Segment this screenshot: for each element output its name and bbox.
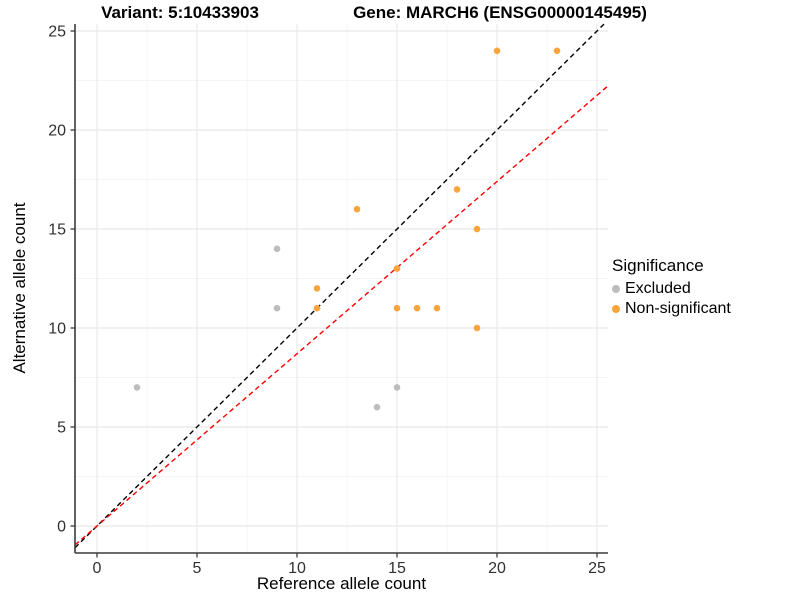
legend: Significance Excluded Non-significant <box>612 256 731 319</box>
data-point-non-significant <box>393 304 401 312</box>
data-point-non-significant <box>393 265 401 272</box>
x-tick-label: 25 <box>588 560 606 577</box>
data-point-non-significant <box>553 47 561 55</box>
legend-item-label: Excluded <box>625 280 691 297</box>
data-point-non-significant <box>473 324 481 332</box>
x-tick-label: 20 <box>488 560 506 577</box>
data-point-non-significant <box>313 285 321 292</box>
data-point-non-significant <box>473 225 481 233</box>
x-axis-label: Reference allele count <box>256 574 427 593</box>
data-point-excluded <box>273 304 281 312</box>
data-point-non-significant <box>413 304 421 312</box>
x-tick-label: 0 <box>93 560 102 577</box>
y-axis-label: Alternative allele count <box>10 202 29 374</box>
y-tick-label: 10 <box>48 321 66 338</box>
y-tick-label: 15 <box>48 222 66 239</box>
identity-line <box>74 23 605 549</box>
data-point-non-significant <box>453 186 461 193</box>
data-point-excluded <box>273 245 281 253</box>
x-tick-label: 10 <box>288 560 306 577</box>
legend-items: Excluded Non-significant <box>612 279 731 319</box>
data-point-non-significant <box>493 47 501 55</box>
legend-item-excluded: Excluded <box>612 279 731 299</box>
data-point-non-significant <box>313 304 321 312</box>
data-point-excluded <box>133 384 141 391</box>
data-point-excluded <box>373 403 381 411</box>
legend-key-dot-icon <box>612 285 620 293</box>
x-tick-label: 5 <box>193 560 202 577</box>
expected-ratio-line <box>74 85 609 546</box>
plot-title-gene: Gene: MARCH6 (ENSG00000145495) <box>353 3 647 22</box>
legend-item-label: Non-significant <box>625 300 731 317</box>
legend-item-non-significant: Non-significant <box>612 299 731 319</box>
y-tick-label: 5 <box>57 420 66 437</box>
data-point-non-significant <box>353 205 361 213</box>
plot-title-variant: Variant: 5:10433903 <box>101 3 259 22</box>
y-tick-label: 25 <box>48 24 66 41</box>
legend-title: Significance <box>612 256 704 275</box>
data-point-excluded <box>393 384 401 391</box>
data-point-non-significant <box>433 304 441 312</box>
y-tick-label: 0 <box>57 519 66 536</box>
y-tick-label: 20 <box>48 123 66 140</box>
legend-key-dot-icon <box>612 305 620 313</box>
x-tick-label: 15 <box>388 560 406 577</box>
